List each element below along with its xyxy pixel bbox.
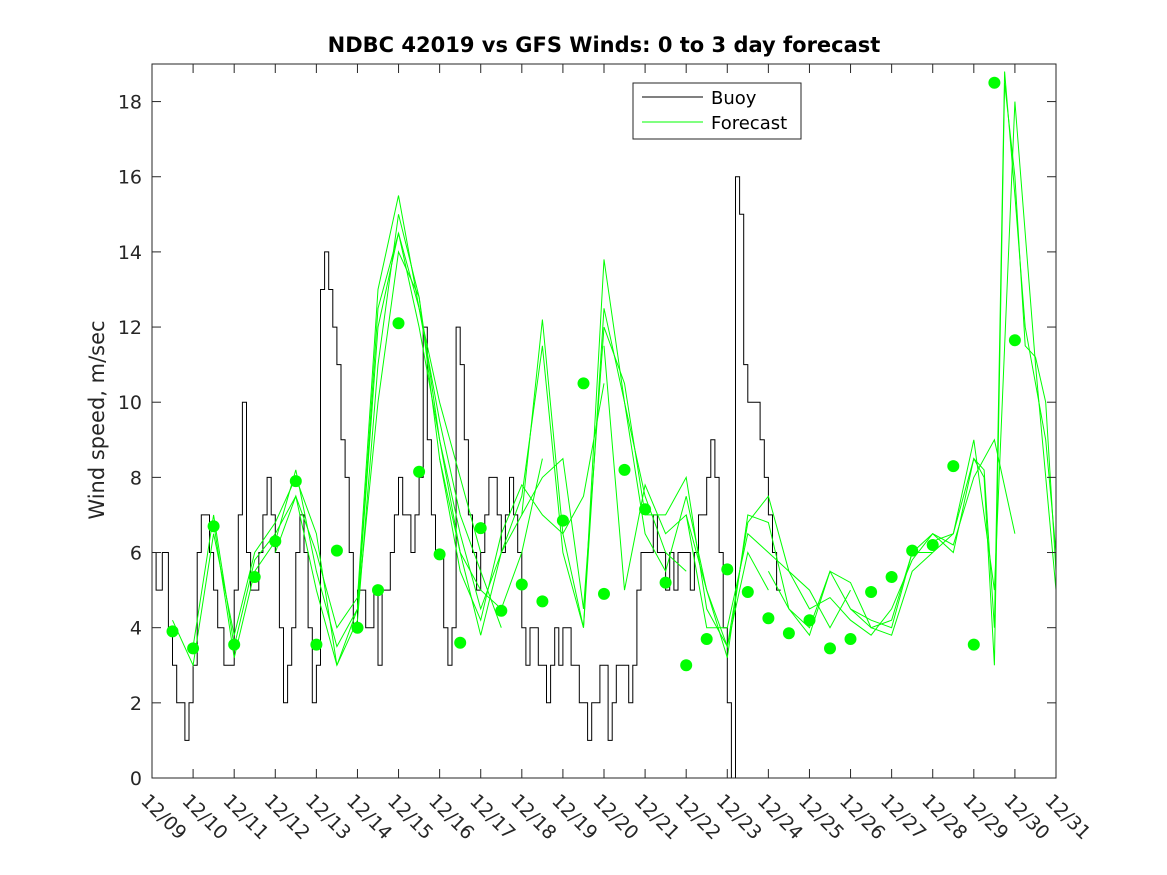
forecast-point bbox=[536, 595, 549, 608]
forecast-point bbox=[803, 614, 816, 627]
forecast-point bbox=[639, 503, 652, 516]
forecast-point bbox=[680, 659, 693, 672]
chart-title: NDBC 42019 vs GFS Winds: 0 to 3 day fore… bbox=[328, 33, 881, 57]
y-tick-label: 12 bbox=[118, 317, 142, 339]
legend-buoy-label: Buoy bbox=[711, 88, 757, 109]
forecast-point bbox=[392, 317, 405, 330]
y-tick-label: 6 bbox=[130, 543, 142, 565]
forecast-point bbox=[228, 638, 241, 651]
forecast-point bbox=[741, 586, 754, 598]
forecast-point bbox=[577, 377, 590, 390]
forecast-point bbox=[721, 563, 734, 576]
legend-forecast-label: Forecast bbox=[711, 113, 787, 134]
forecast-point bbox=[310, 638, 323, 651]
forecast-point bbox=[289, 475, 302, 488]
y-tick-label: 16 bbox=[118, 167, 142, 189]
y-tick-label: 18 bbox=[118, 92, 142, 114]
legend: Buoy Forecast bbox=[632, 82, 802, 140]
buoy-series bbox=[152, 176, 781, 779]
forecast-point bbox=[824, 642, 836, 655]
axes-background bbox=[152, 64, 1056, 778]
forecast-point bbox=[269, 535, 282, 548]
forecast-point bbox=[618, 463, 631, 476]
forecast-point bbox=[885, 571, 898, 583]
forecast-point bbox=[865, 586, 878, 598]
forecast-series-2 bbox=[192, 195, 502, 647]
forecast-point bbox=[659, 576, 672, 589]
forecast-point bbox=[967, 638, 980, 651]
forecast-point bbox=[515, 578, 528, 591]
forecast-series-8 bbox=[603, 345, 934, 658]
forecast-point bbox=[556, 514, 569, 527]
forecast-series-5 bbox=[357, 250, 687, 628]
forecast-point bbox=[926, 539, 939, 551]
forecast-point bbox=[372, 584, 384, 597]
y-tick-label: 14 bbox=[118, 242, 142, 264]
forecast-point bbox=[988, 76, 1001, 89]
forecast-series-6 bbox=[439, 259, 769, 649]
y-tick-label: 4 bbox=[130, 618, 142, 640]
forecast-point bbox=[1008, 334, 1021, 347]
forecast-point bbox=[433, 548, 446, 561]
y-axis-label: Wind speed, m/sec bbox=[85, 320, 109, 519]
forecast-series-7 bbox=[521, 326, 851, 649]
y-tick-label: 2 bbox=[130, 693, 142, 715]
forecast-series-3 bbox=[213, 232, 543, 658]
forecast-point bbox=[207, 520, 220, 533]
forecast-point bbox=[947, 460, 960, 473]
forecast-point bbox=[248, 571, 261, 583]
y-tick-label: 10 bbox=[118, 392, 142, 414]
forecast-point bbox=[454, 636, 467, 649]
forecast-point bbox=[474, 522, 487, 535]
y-tick-label: 8 bbox=[130, 467, 142, 489]
forecast-point bbox=[413, 465, 426, 478]
forecast-point bbox=[844, 633, 857, 645]
forecast-point bbox=[906, 544, 919, 557]
forecast-point bbox=[187, 642, 200, 655]
forecast-series-12 bbox=[932, 82, 1057, 666]
forecast-point bbox=[166, 625, 179, 638]
forecast-point bbox=[762, 612, 775, 625]
legend-box bbox=[632, 82, 802, 140]
plot-area: 02468101214161812/0912/1012/1112/1212/13… bbox=[118, 63, 1095, 844]
forecast-point bbox=[598, 587, 610, 600]
forecast-point bbox=[351, 621, 364, 634]
marker-layer bbox=[166, 76, 1021, 672]
forecast-point bbox=[330, 544, 343, 557]
forecast-point bbox=[700, 633, 713, 645]
forecast-series-1 bbox=[172, 231, 482, 668]
forecast-series-11 bbox=[850, 71, 1057, 629]
forecast-point bbox=[782, 627, 795, 640]
y-tick-label: 0 bbox=[130, 768, 142, 790]
forecast-point bbox=[495, 604, 508, 617]
